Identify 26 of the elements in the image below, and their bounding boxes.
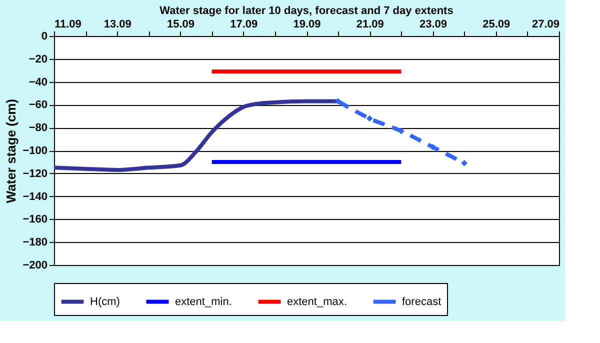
y-tick-label: −200 [22, 260, 48, 272]
y-tick-label: −140 [22, 190, 48, 203]
y-tick-label: 0 [41, 30, 48, 42]
x-tick-label: 25.09 [482, 18, 510, 30]
y-tick-label: −40 [28, 76, 48, 88]
chart-title: Water stage for later 10 days, forecast and 7 day extents [160, 5, 454, 17]
legend-label: extent_max. [287, 296, 347, 308]
x-tick-label: 11.09 [54, 18, 82, 30]
x-tick-label: 19.09 [293, 18, 321, 30]
x-tick-label: 13.09 [104, 18, 132, 30]
y-tick-label: −20 [28, 53, 48, 66]
y-tick-label: −60 [28, 99, 48, 112]
legend-label: H(cm) [90, 296, 120, 308]
y-tick-label: −80 [28, 122, 48, 134]
y-tick-label: −100 [22, 145, 48, 157]
x-tick-label: 17.09 [230, 18, 258, 30]
y-tick-label: −160 [22, 214, 48, 226]
y-axis-title: Water stage (cm) [4, 98, 19, 204]
x-tick-label: 15.09 [166, 18, 195, 30]
y-tick-label: −120 [22, 168, 48, 180]
legend-label: extent_min. [175, 296, 232, 308]
x-tick-label: 23.09 [419, 18, 448, 30]
y-tick-label: −180 [22, 236, 48, 249]
x-tick-label: 27.09 [532, 18, 560, 30]
x-tick-label: 21.09 [356, 18, 384, 30]
legend-label: forecast [402, 296, 442, 308]
